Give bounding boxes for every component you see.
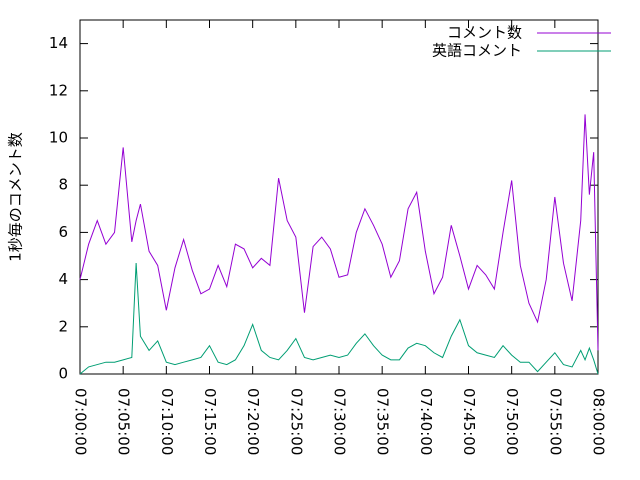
y-tick-label: 12 xyxy=(49,81,68,99)
y-tick-label: 14 xyxy=(49,34,68,52)
x-tick-label: 07:50:00 xyxy=(503,388,521,455)
x-tick-label: 07:10:00 xyxy=(158,388,176,455)
y-tick-label: 2 xyxy=(58,317,68,335)
x-tick-label: 07:30:00 xyxy=(331,388,349,455)
y-axis-label: 1秒毎のコメント数 xyxy=(7,132,25,262)
y-tick-label: 0 xyxy=(58,365,68,383)
series-line xyxy=(79,114,599,351)
x-tick-label: 07:00:00 xyxy=(72,388,90,455)
y-tick-label: 8 xyxy=(58,176,68,194)
legend-label: 英語コメント xyxy=(432,42,522,60)
y-tick-label: 6 xyxy=(58,223,68,241)
x-tick-label: 07:35:00 xyxy=(374,388,392,455)
x-tick-label: 08:00:00 xyxy=(590,388,608,455)
x-tick-label: 07:25:00 xyxy=(287,388,305,455)
y-tick-label: 10 xyxy=(49,129,68,147)
x-tick-label: 07:05:00 xyxy=(115,388,133,455)
legend-label: コメント数 xyxy=(447,24,522,42)
y-tick-label: 4 xyxy=(58,270,68,288)
x-tick-label: 07:45:00 xyxy=(460,388,478,455)
x-tick-label: 07:40:00 xyxy=(417,388,435,455)
series-line xyxy=(79,263,599,375)
x-tick-label: 07:20:00 xyxy=(244,388,262,455)
x-tick-label: 07:55:00 xyxy=(546,388,564,455)
plot-border xyxy=(79,19,599,375)
x-tick-label: 07:15:00 xyxy=(201,388,219,455)
